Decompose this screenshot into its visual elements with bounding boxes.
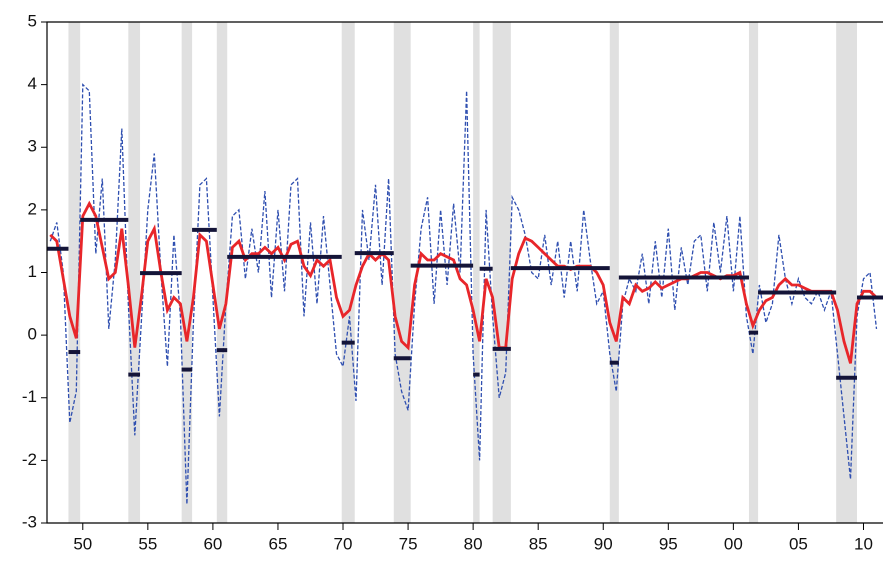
recession-band — [68, 22, 81, 523]
y-tick-label: -3 — [22, 512, 37, 531]
x-tick-label: 85 — [529, 534, 548, 553]
y-tick-label: 5 — [28, 11, 37, 30]
smoothed-line — [49, 200, 878, 364]
recession-band — [492, 22, 511, 523]
recession-band — [128, 22, 141, 523]
y-tick-label: 1 — [28, 262, 37, 281]
recession-band — [393, 22, 411, 523]
x-tick-label: 60 — [203, 534, 222, 553]
x-tick-label: 50 — [73, 534, 92, 553]
x-tick-label: 65 — [268, 534, 287, 553]
recession-band — [216, 22, 228, 523]
axes-frame — [46, 21, 883, 524]
y-tick-label: 0 — [28, 325, 37, 344]
recession-band — [748, 22, 759, 523]
recession-band — [473, 22, 480, 523]
recession-band — [341, 22, 355, 523]
x-tick-label: 70 — [334, 534, 353, 553]
y-tick-label: -2 — [22, 450, 37, 469]
y-tick-label: 4 — [28, 74, 37, 93]
x-tick-label: 75 — [399, 534, 418, 553]
y-tick-label: 2 — [28, 199, 37, 218]
x-tick-label: 55 — [138, 534, 157, 553]
y-tick-label: -1 — [22, 387, 37, 406]
recession-band — [836, 22, 857, 523]
x-tick-label: 10 — [854, 534, 873, 553]
y-tick-label: 3 — [28, 137, 37, 156]
recession-band — [181, 22, 193, 523]
x-tick-label: 80 — [464, 534, 483, 553]
x-tick-label: 90 — [594, 534, 613, 553]
recession-band — [609, 22, 619, 523]
x-tick-label: 05 — [789, 534, 808, 553]
x-tick-label: 00 — [724, 534, 743, 553]
x-tick-label: 95 — [659, 534, 678, 553]
